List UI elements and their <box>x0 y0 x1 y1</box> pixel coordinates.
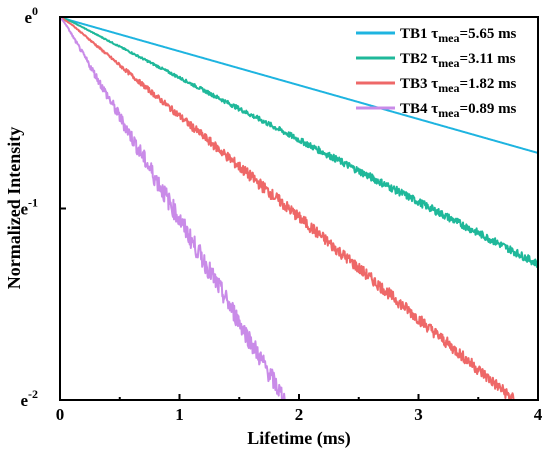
y-tick-base: e <box>24 8 32 27</box>
legend-label-tb3: TB3 τmea=1.82 ms <box>400 76 517 95</box>
y-tick-base: e <box>20 200 28 219</box>
legend: TB1 τmea=5.65 ms TB2 τmea=3.11 ms TB3 τmea… <box>356 26 517 120</box>
y-tick-label: e-2 <box>20 387 38 410</box>
x-tick-label: 1 <box>175 405 184 424</box>
series-line-tb3 <box>59 16 515 401</box>
x-tick-label: 4 <box>534 405 543 424</box>
legend-label-tb2: TB2 τmea=3.11 ms <box>400 51 516 70</box>
x-tick-label: 0 <box>56 405 65 424</box>
x-axis-title: Lifetime (ms) <box>247 428 350 449</box>
series-line-tb2 <box>59 16 539 268</box>
y-tick-exponent: -2 <box>28 387 38 401</box>
series-layer <box>59 16 539 401</box>
x-tick-label: 3 <box>414 405 423 424</box>
y-tick-label: e-1 <box>20 196 38 219</box>
y-tick-exponent: -1 <box>28 196 38 210</box>
legend-label-tb4: TB4 τmea=0.89 ms <box>400 101 517 120</box>
x-tick-label: 2 <box>295 405 304 424</box>
y-axis-title: Normalized Intensity <box>4 127 24 289</box>
y-tick-label: e0 <box>24 4 38 27</box>
y-tick-exponent: 0 <box>32 4 38 18</box>
legend-label-tb1: TB1 τmea=5.65 ms <box>400 26 517 45</box>
series-line-tb1 <box>59 16 539 154</box>
y-tick-base: e <box>20 391 28 410</box>
series-line-tb4 <box>59 16 286 401</box>
